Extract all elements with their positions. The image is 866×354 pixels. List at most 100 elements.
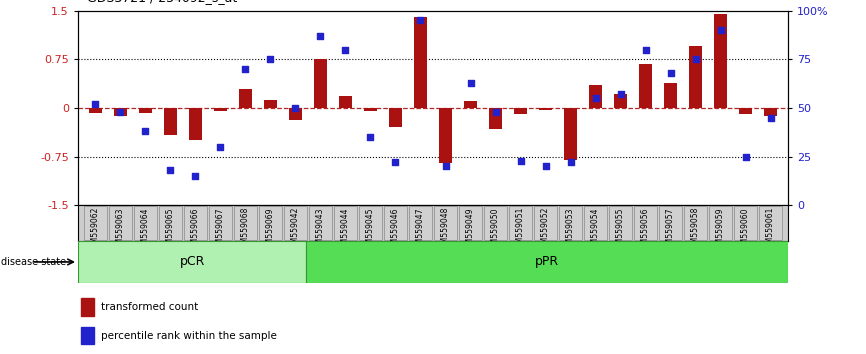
FancyBboxPatch shape <box>84 206 107 240</box>
FancyBboxPatch shape <box>559 206 582 240</box>
Point <box>88 101 102 107</box>
FancyBboxPatch shape <box>309 206 332 240</box>
Bar <box>488 108 502 129</box>
Point <box>214 144 228 150</box>
Point <box>164 167 178 173</box>
FancyBboxPatch shape <box>159 206 182 240</box>
FancyBboxPatch shape <box>434 206 457 240</box>
Text: pPR: pPR <box>535 256 559 268</box>
Point <box>389 160 403 165</box>
FancyBboxPatch shape <box>209 206 232 240</box>
FancyBboxPatch shape <box>359 206 382 240</box>
Text: GSM559049: GSM559049 <box>466 207 475 253</box>
Text: GSM559058: GSM559058 <box>691 207 700 253</box>
Bar <box>739 108 753 114</box>
Text: GDS3721 / 234092_s_at: GDS3721 / 234092_s_at <box>87 0 236 4</box>
Text: GSM559051: GSM559051 <box>516 207 525 253</box>
Text: GSM559050: GSM559050 <box>491 207 500 253</box>
Text: GSM559046: GSM559046 <box>391 207 400 253</box>
Point <box>514 158 527 164</box>
FancyBboxPatch shape <box>634 206 657 240</box>
Bar <box>139 108 152 113</box>
FancyBboxPatch shape <box>78 241 307 283</box>
Bar <box>81 298 94 316</box>
Text: pCR: pCR <box>179 256 204 268</box>
Text: GSM559044: GSM559044 <box>341 207 350 253</box>
Point <box>539 164 553 169</box>
Text: GSM559048: GSM559048 <box>441 207 450 253</box>
Text: GSM559056: GSM559056 <box>641 207 650 253</box>
Text: GSM559045: GSM559045 <box>366 207 375 253</box>
Point <box>364 135 378 140</box>
Bar <box>564 108 578 160</box>
Bar <box>214 108 228 110</box>
Bar <box>614 94 627 108</box>
Text: GSM559047: GSM559047 <box>416 207 425 253</box>
Bar <box>88 108 102 113</box>
Text: GSM559065: GSM559065 <box>166 207 175 253</box>
Bar <box>514 108 527 114</box>
FancyBboxPatch shape <box>584 206 607 240</box>
Bar <box>463 102 477 108</box>
Text: GSM559059: GSM559059 <box>716 207 725 253</box>
Bar <box>589 85 603 108</box>
Point <box>714 27 727 33</box>
FancyBboxPatch shape <box>459 206 482 240</box>
Point <box>414 18 428 23</box>
Bar <box>113 108 127 116</box>
Bar <box>764 108 778 116</box>
FancyBboxPatch shape <box>484 206 507 240</box>
Point <box>764 115 778 120</box>
Bar <box>239 88 252 108</box>
Point <box>339 47 352 52</box>
Bar <box>688 46 702 108</box>
Point <box>189 173 203 179</box>
FancyBboxPatch shape <box>684 206 707 240</box>
FancyBboxPatch shape <box>134 206 157 240</box>
Text: transformed count: transformed count <box>100 302 198 313</box>
Point <box>739 154 753 159</box>
Text: GSM559068: GSM559068 <box>241 207 250 253</box>
Text: GSM559064: GSM559064 <box>141 207 150 253</box>
Bar <box>164 108 178 135</box>
Bar <box>288 108 302 120</box>
Bar <box>663 83 677 108</box>
Bar <box>313 59 327 108</box>
FancyBboxPatch shape <box>259 206 282 240</box>
Point <box>614 92 628 97</box>
Point <box>688 57 702 62</box>
Text: GSM559063: GSM559063 <box>116 207 125 253</box>
Text: GSM559055: GSM559055 <box>616 207 625 253</box>
Text: GSM559054: GSM559054 <box>591 207 600 253</box>
FancyBboxPatch shape <box>109 206 132 240</box>
Point <box>263 57 277 62</box>
FancyBboxPatch shape <box>709 206 732 240</box>
Bar <box>638 64 652 108</box>
FancyBboxPatch shape <box>734 206 757 240</box>
Point <box>488 109 502 115</box>
Bar <box>263 100 277 108</box>
Text: GSM559043: GSM559043 <box>316 207 325 253</box>
Bar <box>189 108 203 141</box>
Text: GSM559060: GSM559060 <box>741 207 750 253</box>
Text: GSM559053: GSM559053 <box>566 207 575 253</box>
FancyBboxPatch shape <box>659 206 682 240</box>
Point <box>589 95 603 101</box>
Text: percentile rank within the sample: percentile rank within the sample <box>100 331 276 341</box>
Bar <box>81 327 94 344</box>
Bar <box>714 14 727 108</box>
FancyBboxPatch shape <box>184 206 207 240</box>
FancyBboxPatch shape <box>284 206 307 240</box>
Text: GSM559057: GSM559057 <box>666 207 675 253</box>
Point <box>638 47 652 52</box>
Bar <box>438 108 452 163</box>
Text: GSM559067: GSM559067 <box>216 207 225 253</box>
FancyBboxPatch shape <box>609 206 632 240</box>
FancyBboxPatch shape <box>409 206 432 240</box>
Point <box>438 164 452 169</box>
Text: GSM559062: GSM559062 <box>91 207 100 253</box>
Bar <box>539 108 553 110</box>
Text: GSM559042: GSM559042 <box>291 207 300 253</box>
Point <box>288 105 302 111</box>
Point <box>238 66 252 72</box>
